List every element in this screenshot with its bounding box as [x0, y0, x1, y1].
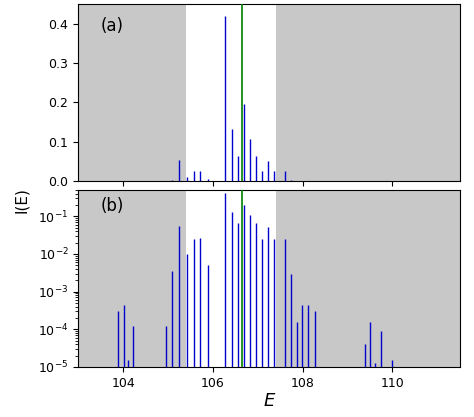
Bar [186, 190, 276, 367]
Text: (b): (b) [101, 197, 125, 215]
Text: (a): (a) [101, 17, 124, 35]
Bar [186, 4, 276, 181]
X-axis label: E: E [264, 392, 274, 410]
Text: I(E): I(E) [14, 187, 29, 213]
